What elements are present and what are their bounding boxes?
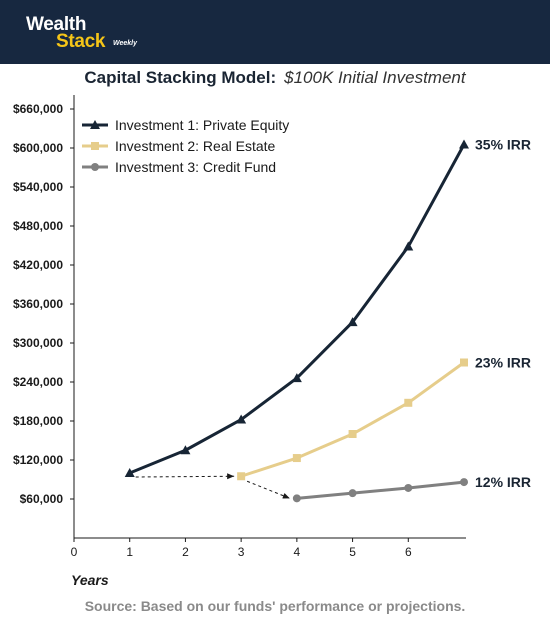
data-point-series-2 xyxy=(460,358,468,367)
x-axis-label: Years xyxy=(71,572,109,588)
y-tick-label: $240,000 xyxy=(13,375,63,389)
data-point-series-2 xyxy=(348,430,357,438)
legend-entry-1: Investment 1: Private Equity xyxy=(115,117,289,133)
x-tick-label: 2 xyxy=(182,545,189,559)
legend-marker-2 xyxy=(91,142,99,150)
source-note: Source: Based on our funds' performance … xyxy=(84,598,466,614)
chart-title-main: Capital Stacking Model: xyxy=(84,68,277,87)
header-banner: Wealth Stack Weekly xyxy=(0,0,550,64)
x-tick-label: 4 xyxy=(294,545,301,559)
y-tick-label: $420,000 xyxy=(13,258,63,272)
chart-title: Capital Stacking Model: $100K Initial Inv… xyxy=(0,68,550,88)
transfer-arrow xyxy=(246,480,291,499)
x-tick-label: 6 xyxy=(405,545,412,559)
legend-entry-2: Investment 2: Real Estate xyxy=(115,138,276,154)
data-point-series-1 xyxy=(236,414,247,424)
x-tick-label: 3 xyxy=(238,545,245,559)
data-point-series-2 xyxy=(292,454,301,463)
chart-title-sub: $100K Initial Investment xyxy=(284,68,466,87)
x-tick-label: 1 xyxy=(126,545,133,559)
data-point-series-3 xyxy=(292,494,301,503)
data-point-series-3 xyxy=(348,489,357,498)
irr-label-series-1: 35% IRR xyxy=(475,137,531,153)
y-tick-label: $480,000 xyxy=(13,219,63,233)
data-point-series-3 xyxy=(404,483,413,492)
transfer-arrow xyxy=(135,473,235,480)
data-point-series-1 xyxy=(459,139,469,149)
data-point-series-2 xyxy=(404,398,413,407)
y-tick-label: $540,000 xyxy=(13,180,63,194)
series-line-1 xyxy=(129,143,466,475)
brand-logo-line2: Stack xyxy=(56,31,106,52)
y-tick-label: $660,000 xyxy=(13,102,63,116)
legend-entry-3: Investment 3: Credit Fund xyxy=(115,159,276,175)
data-point-series-1 xyxy=(403,241,414,251)
data-point-series-1 xyxy=(291,373,302,383)
brand-logo-line1: Wealth xyxy=(26,14,87,35)
brand-logo-tag: Weekly xyxy=(113,40,137,47)
irr-label-series-3: 12% IRR xyxy=(475,474,531,490)
legend-marker-1 xyxy=(90,120,100,129)
data-point-series-1 xyxy=(180,445,191,455)
y-tick-label: $120,000 xyxy=(13,453,63,467)
data-point-series-1 xyxy=(124,468,135,477)
y-tick-label: $300,000 xyxy=(13,336,63,350)
x-tick-label: 5 xyxy=(349,545,356,559)
y-tick-label: $360,000 xyxy=(13,297,63,311)
series-line-3 xyxy=(296,480,465,500)
y-tick-label: $60,000 xyxy=(20,492,64,506)
legend-marker-3 xyxy=(91,163,99,171)
y-tick-label: $600,000 xyxy=(13,141,63,155)
irr-label-series-2: 23% IRR xyxy=(475,355,531,371)
series-line-2 xyxy=(240,361,465,478)
data-point-series-3 xyxy=(460,478,468,487)
data-point-series-2 xyxy=(237,472,246,481)
x-tick-label: 0 xyxy=(71,545,78,559)
y-tick-label: $180,000 xyxy=(13,414,63,428)
data-point-series-1 xyxy=(347,317,358,327)
